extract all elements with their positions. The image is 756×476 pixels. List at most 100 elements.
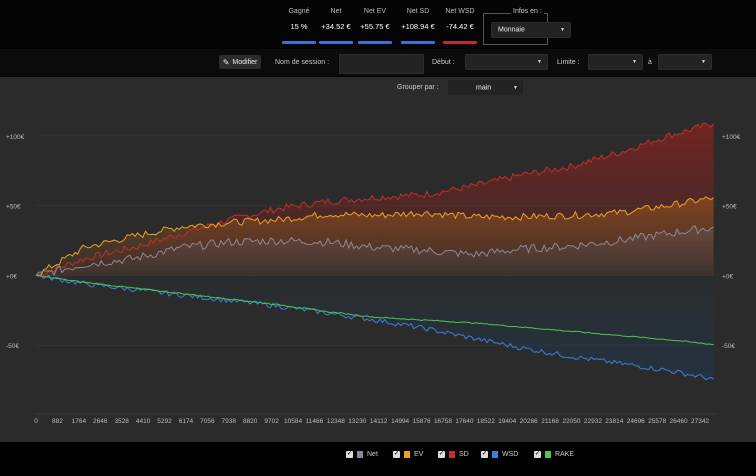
y-tick-label-right: +50€ (722, 204, 737, 211)
legend-item-rake[interactable]: ✓ RAKE (534, 451, 574, 458)
series-line-sd (35, 122, 715, 277)
to-select[interactable]: ▼ (658, 54, 712, 70)
x-tick-label: 22932 (584, 418, 602, 425)
x-tick-label: 25578 (648, 418, 666, 425)
x-tick-label: 3528 (114, 418, 129, 425)
session-name-input[interactable] (339, 54, 424, 74)
stat-net-label: Net (330, 8, 342, 15)
stat-won-value: 15 % (290, 22, 308, 31)
series-area-net (36, 225, 714, 276)
x-tick-label: 19404 (498, 418, 516, 425)
group-by-label: Grouper par : (397, 84, 439, 91)
x-tick-label: 14112 (370, 418, 388, 425)
x-tick-label: 24696 (627, 418, 645, 425)
legend-swatch-net (357, 451, 363, 458)
chart-legend (0, 442, 756, 476)
x-tick-label: 8820 (243, 418, 258, 425)
checkbox-icon[interactable]: ✓ (346, 451, 353, 458)
start-select[interactable]: ▼ (465, 54, 548, 70)
checkbox-icon[interactable]: ✓ (534, 451, 541, 458)
y-tick-label-right: -50€ (722, 343, 735, 350)
info-unit-label: Infos en : (511, 8, 544, 15)
info-unit-value: Monnaie (498, 26, 525, 34)
stat-net-ev-bar (358, 41, 392, 44)
legend-item-sd[interactable]: ✓ SD (438, 451, 469, 458)
series-area-wsd (36, 275, 714, 380)
x-tick-label: 6174 (179, 418, 194, 425)
group-by-select[interactable]: main ▼ (447, 79, 524, 96)
y-tick-label-right: +0€ (722, 273, 733, 280)
checkbox-icon[interactable]: ✓ (438, 451, 445, 458)
x-tick-label: 16758 (434, 418, 452, 425)
x-tick-label: 882 (52, 418, 63, 425)
chart-series (35, 122, 715, 381)
legend-swatch-sd (449, 451, 455, 458)
x-tick-label: 14994 (391, 418, 409, 425)
legend-label-ev: EV (414, 451, 424, 458)
chevron-down-icon: ▼ (537, 59, 542, 65)
legend-swatch-wsd (492, 451, 498, 458)
stat-net: Net +34.52 € (318, 8, 354, 44)
chevron-down-icon: ▼ (632, 59, 637, 65)
x-tick-label: 0 (34, 418, 38, 425)
legend-label-wsd: WSD (502, 451, 519, 458)
y-tick-label-left: +100€ (6, 134, 25, 141)
x-tick-label: 18522 (477, 418, 495, 425)
modify-button-label: Modifier (232, 58, 258, 66)
legend-item-net[interactable]: ✓ Net (346, 451, 378, 458)
series-line-ev (35, 196, 714, 277)
x-tick-label: 20286 (520, 418, 538, 425)
y-tick-label-left: +50€ (6, 204, 21, 211)
x-tick-label: 12348 (327, 418, 345, 425)
limit-select[interactable]: ▼ (588, 54, 643, 70)
x-tick-label: 23814 (605, 418, 623, 425)
stat-net-wsd-value: -74.42 € (446, 22, 474, 31)
y-tick-label-left: +0€ (6, 273, 17, 280)
chevron-down-icon: ▼ (513, 84, 518, 91)
checkbox-icon[interactable]: ✓ (481, 451, 488, 458)
chevron-down-icon: ▼ (701, 59, 706, 65)
group-by-value: main (476, 84, 492, 91)
x-tick-label: 17640 (455, 418, 473, 425)
legend-swatch-ev (404, 451, 410, 458)
y-tick-label-right: +100€ (722, 134, 741, 141)
limit-label: Limite : (557, 59, 580, 66)
x-tick-label: 7938 (222, 418, 237, 425)
legend-item-wsd[interactable]: ✓ WSD (481, 451, 518, 458)
stat-net-sd-value: +108.94 € (401, 22, 435, 31)
series-line-net (35, 225, 714, 277)
checkbox-icon[interactable]: ✓ (393, 451, 400, 458)
chart-ticks: +100€ +100€ +50€ +50€ +0€ +0€ -50€ -50€ 0 882 1764… (6, 134, 741, 425)
stat-net-sd-label: Net SD (406, 8, 430, 15)
chevron-down-icon: ▼ (560, 27, 565, 33)
legend-item-ev[interactable]: ✓ EV (393, 451, 423, 458)
pencil-icon: ✎ (222, 57, 230, 67)
x-tick-label: 27342 (691, 418, 709, 425)
series-line-rake (35, 274, 714, 345)
x-tick-label: 11466 (306, 418, 324, 425)
x-tick-label: 10584 (284, 418, 302, 425)
modify-button[interactable]: ✎ Modifier (219, 55, 261, 69)
stat-net-value: +34.52 € (321, 22, 351, 31)
x-tick-label: 15876 (413, 418, 431, 425)
x-tick-label: 9702 (264, 418, 279, 425)
stat-net-wsd: Net WSD -74.42 € (442, 8, 478, 44)
x-tick-label: 1764 (72, 418, 87, 425)
stat-won: Gagné 15 % (281, 8, 317, 44)
info-unit-select[interactable]: Monnaie ▼ (491, 22, 571, 38)
stat-net-wsd-label: Net WSD (445, 8, 475, 15)
legend-label-net: Net (367, 451, 378, 458)
chart-areas (36, 123, 714, 380)
results-chart: +100€ +100€ +50€ +50€ +0€ +0€ -50€ -50€ 0 882 1764… (6, 122, 741, 425)
legend-swatch-rake (545, 451, 551, 458)
stat-net-wsd-bar (443, 41, 477, 44)
x-tick-label: 5292 (157, 418, 172, 425)
stat-net-ev-value: +55.75 € (360, 22, 390, 31)
stat-won-label: Gagné (288, 8, 310, 15)
start-label: Début : (432, 59, 455, 66)
x-tick-label: 7056 (200, 418, 215, 425)
stats-header (0, 0, 756, 48)
session-name-label: Nom de session : (275, 59, 330, 66)
stat-net-ev: Net EV +55.75 € (357, 8, 393, 44)
x-tick-label: 22050 (562, 418, 580, 425)
